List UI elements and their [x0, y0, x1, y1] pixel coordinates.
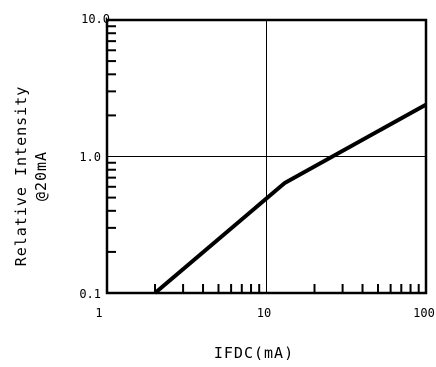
y-tick-label-0-1: 0.1	[79, 287, 101, 301]
tick-marks	[107, 25, 420, 293]
series-group	[153, 102, 427, 295]
plot-frame	[105, 18, 428, 295]
y-tick-label-10-0: 10.0	[81, 12, 110, 26]
x-tick-label-10: 10	[257, 306, 271, 320]
x-axis-title: IFDC(mA)	[214, 344, 294, 362]
y-axis-title-line2: @20mA	[32, 151, 50, 201]
y-tick-label-1-0: 1.0	[79, 150, 101, 164]
x-tick-label-1: 1	[95, 306, 102, 320]
y-axis-title-line1: Relative Intensity	[12, 86, 30, 267]
x-tick-label-100: 100	[413, 306, 435, 320]
grid-lines	[107, 20, 426, 293]
series-line-0	[153, 102, 427, 295]
